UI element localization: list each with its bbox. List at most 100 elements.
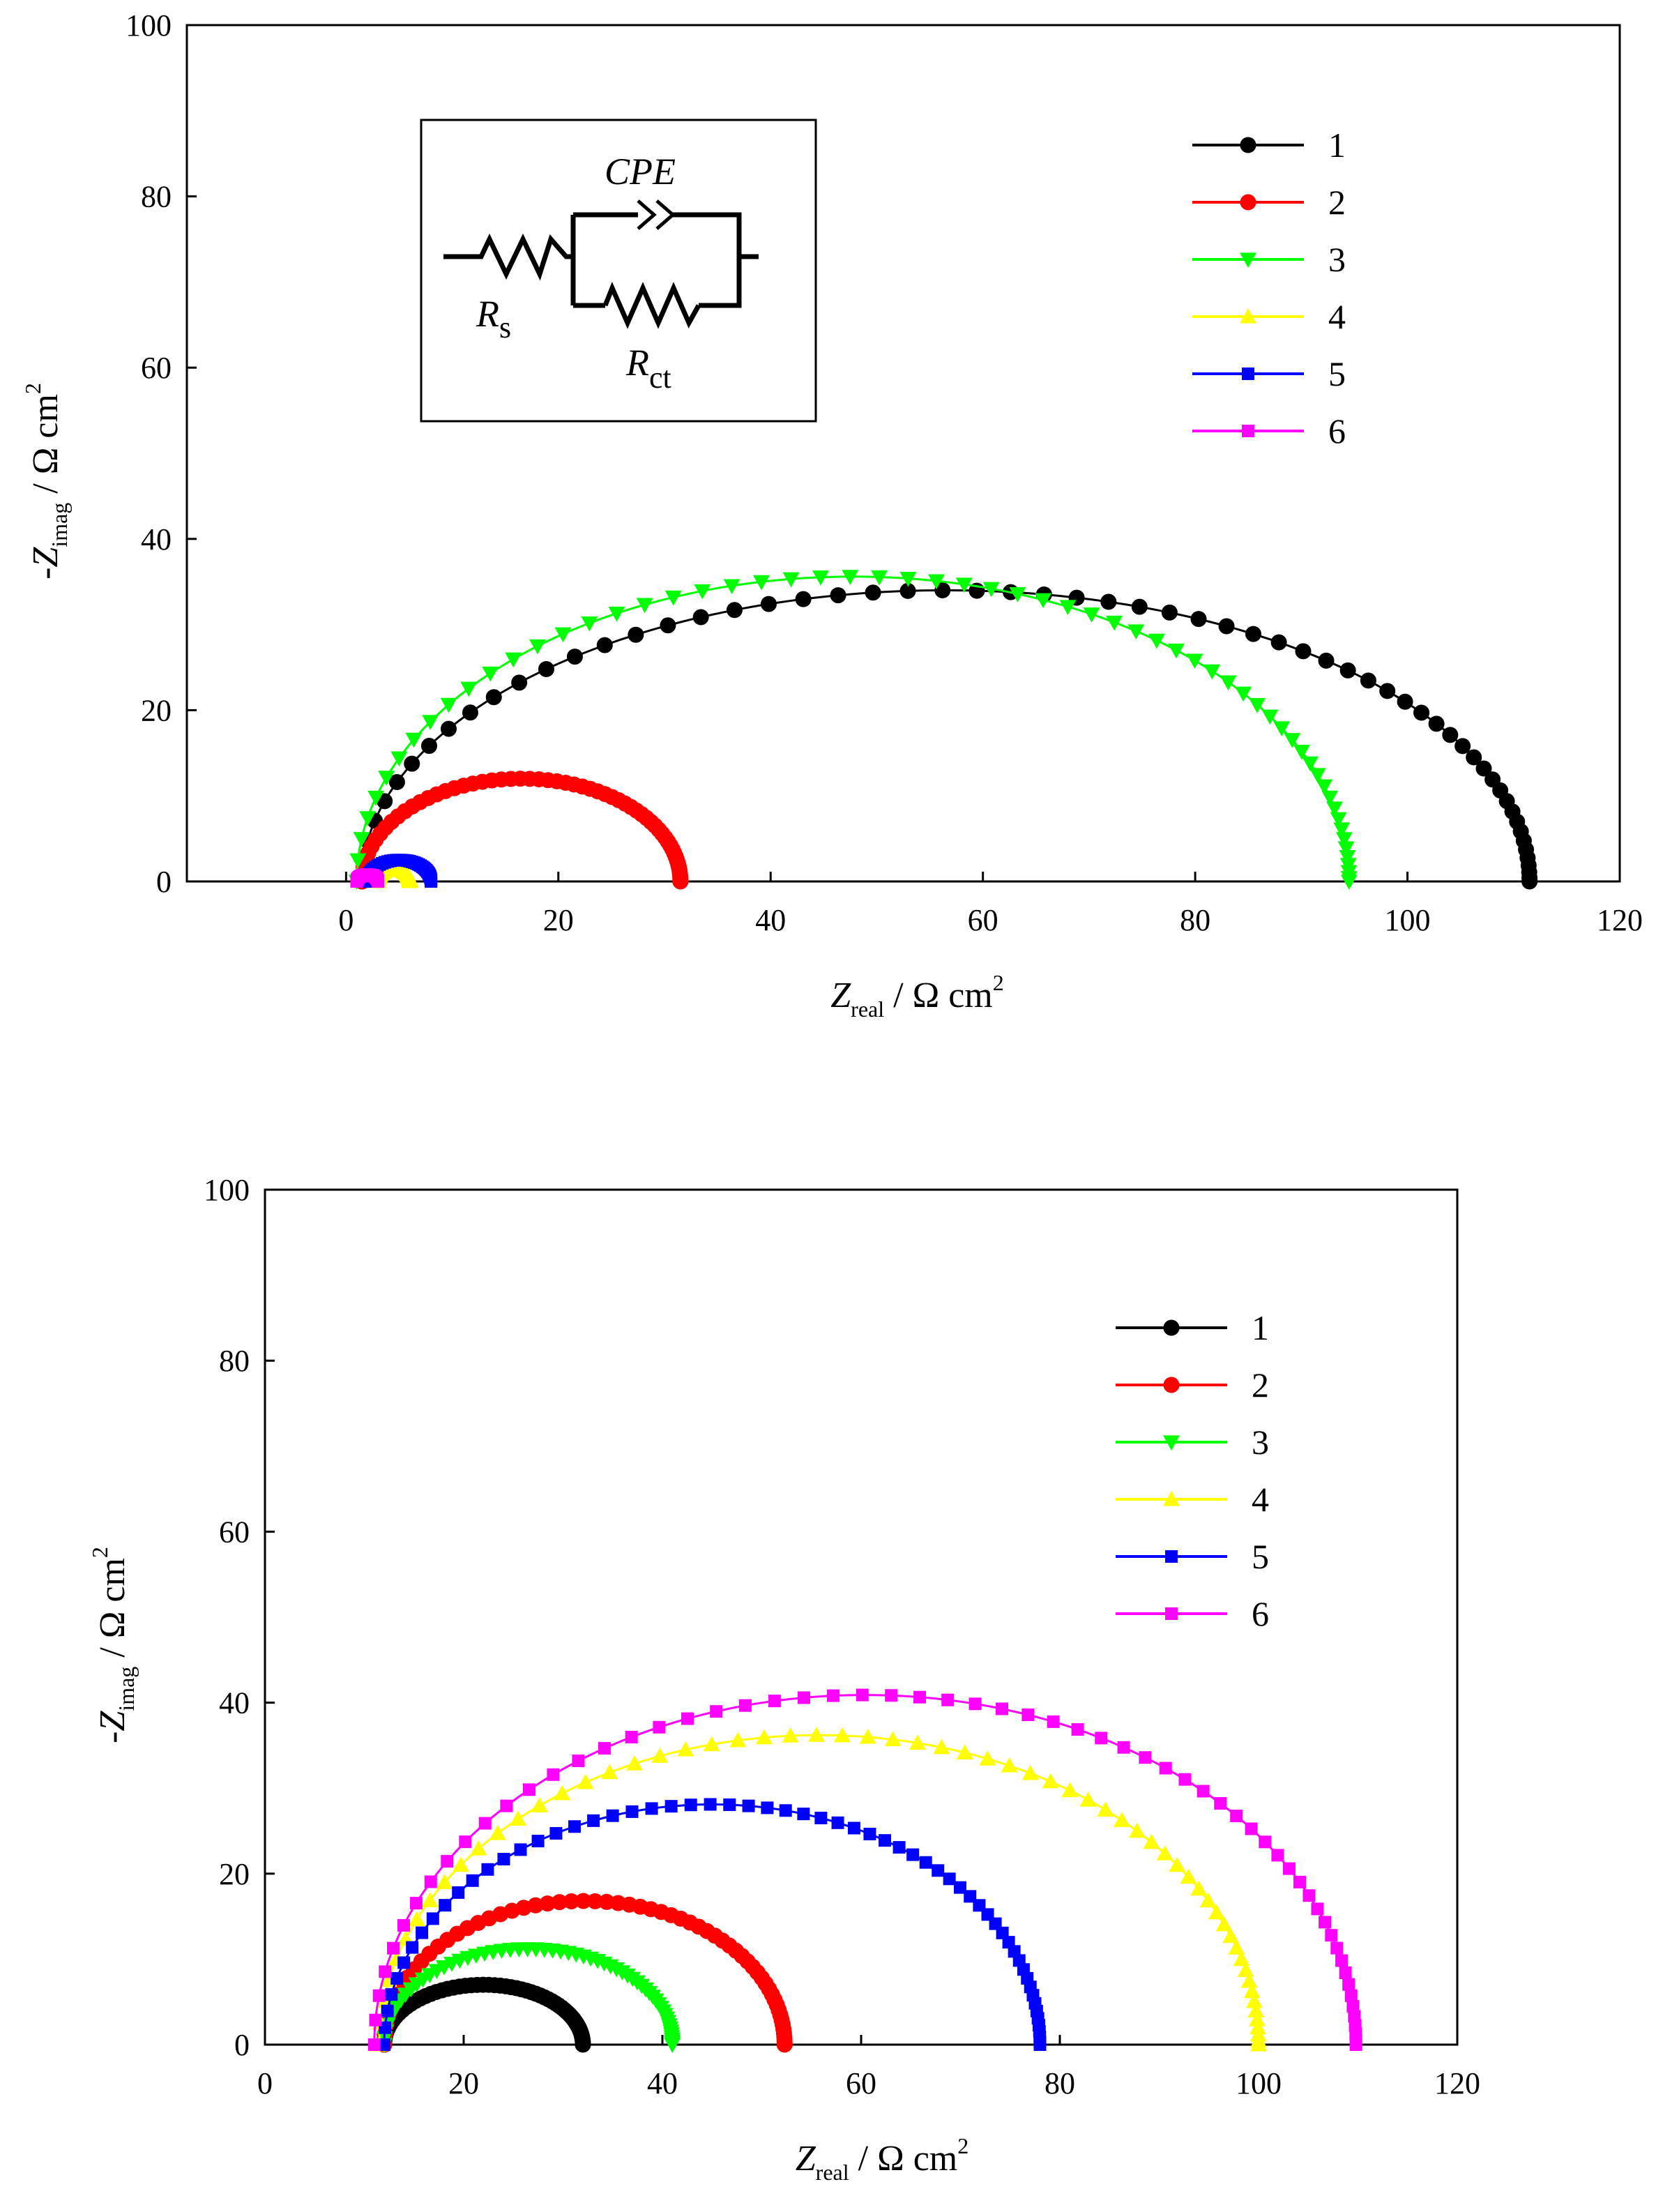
data-point (568, 1820, 581, 1833)
data-point (350, 875, 363, 888)
data-point (1360, 672, 1376, 689)
data-point (538, 661, 554, 678)
legend: 1 2 3 4 5 6 (1192, 126, 1346, 450)
data-point (625, 1805, 639, 1818)
x-axis-sub: real (816, 2160, 849, 2185)
data-point (865, 584, 881, 601)
data-point (1001, 1757, 1018, 1773)
data-point (1097, 1801, 1114, 1817)
data-point (723, 1798, 736, 1811)
data-point (531, 1797, 548, 1812)
legend-label: 6 (1328, 411, 1346, 450)
legend-item-3: 3 (1116, 1423, 1269, 1462)
y-tick-label: 0 (156, 865, 172, 899)
data-point (1325, 801, 1343, 817)
data-point (1190, 611, 1207, 628)
data-point (436, 1874, 453, 1889)
y-tick-label: 80 (219, 1344, 250, 1378)
y-tick-label: 100 (204, 1173, 250, 1207)
data-point (608, 606, 625, 622)
data-point (953, 1881, 966, 1894)
legend-marker (1165, 1550, 1178, 1563)
data-point (439, 1899, 452, 1912)
data-point (710, 1705, 723, 1718)
data-point (1309, 768, 1326, 783)
legend-item-1: 1 (1192, 126, 1346, 165)
data-point (885, 1689, 898, 1702)
data-point (1240, 1972, 1258, 1988)
data-point (1161, 604, 1178, 621)
y-tick-label: 40 (141, 522, 172, 556)
data-point (807, 1727, 825, 1742)
data-point (1128, 1822, 1146, 1838)
data-point (1316, 779, 1333, 795)
data-point (460, 681, 478, 697)
data-point (651, 1748, 669, 1763)
data-point (830, 587, 846, 604)
y-axis-unit: / Ω cm (26, 394, 66, 503)
data-point (1021, 1764, 1039, 1780)
data-point (899, 571, 917, 587)
data-point (863, 1827, 876, 1840)
rct-label: Rct (625, 342, 671, 395)
data-point (379, 1965, 392, 1978)
data-point (884, 1731, 902, 1747)
legend-item-3: 3 (1192, 240, 1346, 279)
data-point (692, 609, 709, 626)
y-axis-title: -Zimag / Ω cm2 (20, 383, 72, 579)
data-point (1079, 1791, 1097, 1807)
data-point (577, 1773, 594, 1789)
data-point (378, 2038, 390, 2051)
data-point (982, 582, 1000, 598)
rs-resistor (443, 233, 573, 281)
y-axis-sup: 2 (20, 383, 45, 394)
series-line-1 (360, 589, 1531, 882)
data-point (726, 602, 743, 619)
data-point (406, 1941, 419, 1954)
data-point (1270, 634, 1287, 651)
y-axis-sup: 2 (87, 1547, 112, 1558)
circuit-wires (570, 212, 759, 308)
legend-label: 1 (1252, 1308, 1269, 1347)
legend-marker (1163, 1377, 1180, 1393)
x-axis-unit: / Ω cm (884, 976, 993, 1015)
data-point (1330, 1941, 1344, 1955)
data-point (1245, 1822, 1258, 1835)
data-point (941, 1693, 955, 1706)
data-point (421, 1892, 439, 1907)
data-point (856, 1688, 869, 1702)
data-point (932, 1864, 945, 1877)
data-point (752, 575, 770, 591)
data-point (1335, 1954, 1349, 1967)
legend-item-2: 2 (1192, 183, 1346, 222)
data-point (531, 1835, 545, 1848)
data-point (1178, 1773, 1192, 1786)
data-point (1180, 1868, 1197, 1884)
data-point (1061, 1782, 1079, 1798)
data-point (409, 1897, 423, 1910)
legend-label: 6 (1252, 1594, 1269, 1633)
x-axis-title: Zreal / Ω cm2 (830, 970, 1004, 1022)
data-point (416, 1926, 429, 1939)
data-point (459, 1835, 472, 1849)
data-point (768, 1695, 781, 1708)
y-tick-label: 0 (234, 2028, 250, 2062)
data-point (797, 1691, 810, 1704)
legend-label: 5 (1328, 354, 1346, 393)
data-point (440, 697, 457, 713)
data-point (694, 584, 711, 600)
x-tick-label: 100 (1236, 2066, 1282, 2100)
data-point (677, 1741, 694, 1757)
data-point (1186, 653, 1203, 669)
data-point (892, 1841, 906, 1854)
data-point (1293, 745, 1310, 760)
x-axis-main: Z (796, 2139, 816, 2179)
data-point (378, 771, 395, 786)
x-tick-label: 100 (1385, 903, 1431, 937)
data-point (1247, 2002, 1265, 2018)
legend-item-2: 2 (1116, 1365, 1269, 1404)
data-point (742, 1799, 755, 1812)
data-point (871, 570, 888, 586)
